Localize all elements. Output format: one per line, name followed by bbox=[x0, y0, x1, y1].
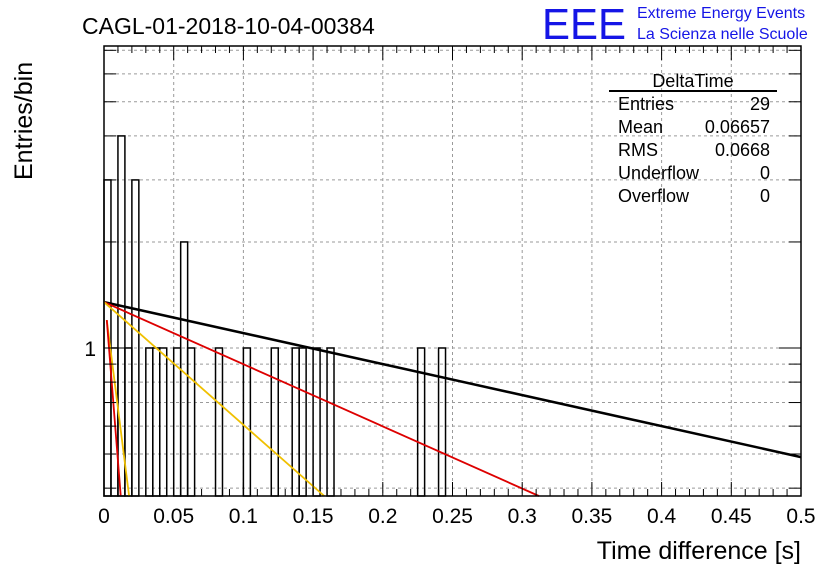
x-tick-label: 0.15 bbox=[293, 505, 334, 528]
axis-ticks bbox=[103, 46, 802, 496]
y-axis-label: Entries/bin bbox=[10, 62, 38, 180]
stats-label: RMS bbox=[618, 140, 658, 160]
eee-logo-line2: La Scienza nelle Scuole bbox=[637, 26, 808, 43]
eee-logo-mark: EEE bbox=[542, 0, 626, 49]
fit-line bbox=[105, 320, 122, 497]
stats-value: 0 bbox=[760, 163, 770, 183]
fit-line bbox=[103, 301, 540, 497]
stats-label: Entries bbox=[618, 94, 674, 114]
fit-line bbox=[103, 300, 802, 459]
x-axis-label: Time difference [s] bbox=[597, 537, 801, 565]
x-tick-label: 0.4 bbox=[647, 505, 677, 528]
x-tick-label: 0.3 bbox=[508, 505, 537, 528]
x-tick-label: 0.2 bbox=[368, 505, 397, 528]
stats-box-rows: Entries 29 Mean 0.06657 RMS 0.0668 Underflow 0 O… bbox=[618, 94, 770, 206]
y-tick-label: 1 bbox=[84, 338, 96, 361]
stats-value: 0.0668 bbox=[715, 140, 770, 160]
x-tick-label: 0.45 bbox=[711, 505, 752, 528]
stats-value: 0 bbox=[760, 186, 770, 206]
y-tick-labels: 1 bbox=[84, 338, 96, 361]
stats-value: 29 bbox=[750, 94, 770, 114]
x-tick-label: 0.25 bbox=[432, 505, 473, 528]
stats-label: Mean bbox=[618, 117, 663, 137]
stats-label: Underflow bbox=[618, 163, 700, 183]
fit-line bbox=[105, 319, 130, 497]
fit-lines bbox=[103, 300, 802, 497]
stats-label: Overflow bbox=[618, 186, 690, 206]
fit-line bbox=[103, 301, 325, 497]
eee-logo-line1: Extreme Energy Events bbox=[637, 5, 805, 22]
x-tick-label: 0.05 bbox=[153, 505, 194, 528]
eee-logo: EEE Extreme Energy Events La Scienza nel… bbox=[542, 0, 808, 49]
x-tick-label: 0.1 bbox=[229, 505, 258, 528]
chart-title: CAGL-01-2018-10-04-00384 bbox=[82, 13, 375, 39]
stats-box: DeltaTime Entries 29 Mean 0.06657 RMS 0.0668 U… bbox=[609, 71, 777, 206]
x-tick-label: 0 bbox=[98, 505, 110, 528]
stats-box-title: DeltaTime bbox=[652, 71, 733, 91]
x-tick-labels: 0 0.05 0.1 0.15 0.2 0.25 0.3 0.35 0.4 0.45 0.5 bbox=[98, 505, 815, 528]
x-tick-label: 0.35 bbox=[571, 505, 612, 528]
x-tick-label: 0.5 bbox=[786, 505, 815, 528]
stats-value: 0.06657 bbox=[705, 117, 770, 137]
